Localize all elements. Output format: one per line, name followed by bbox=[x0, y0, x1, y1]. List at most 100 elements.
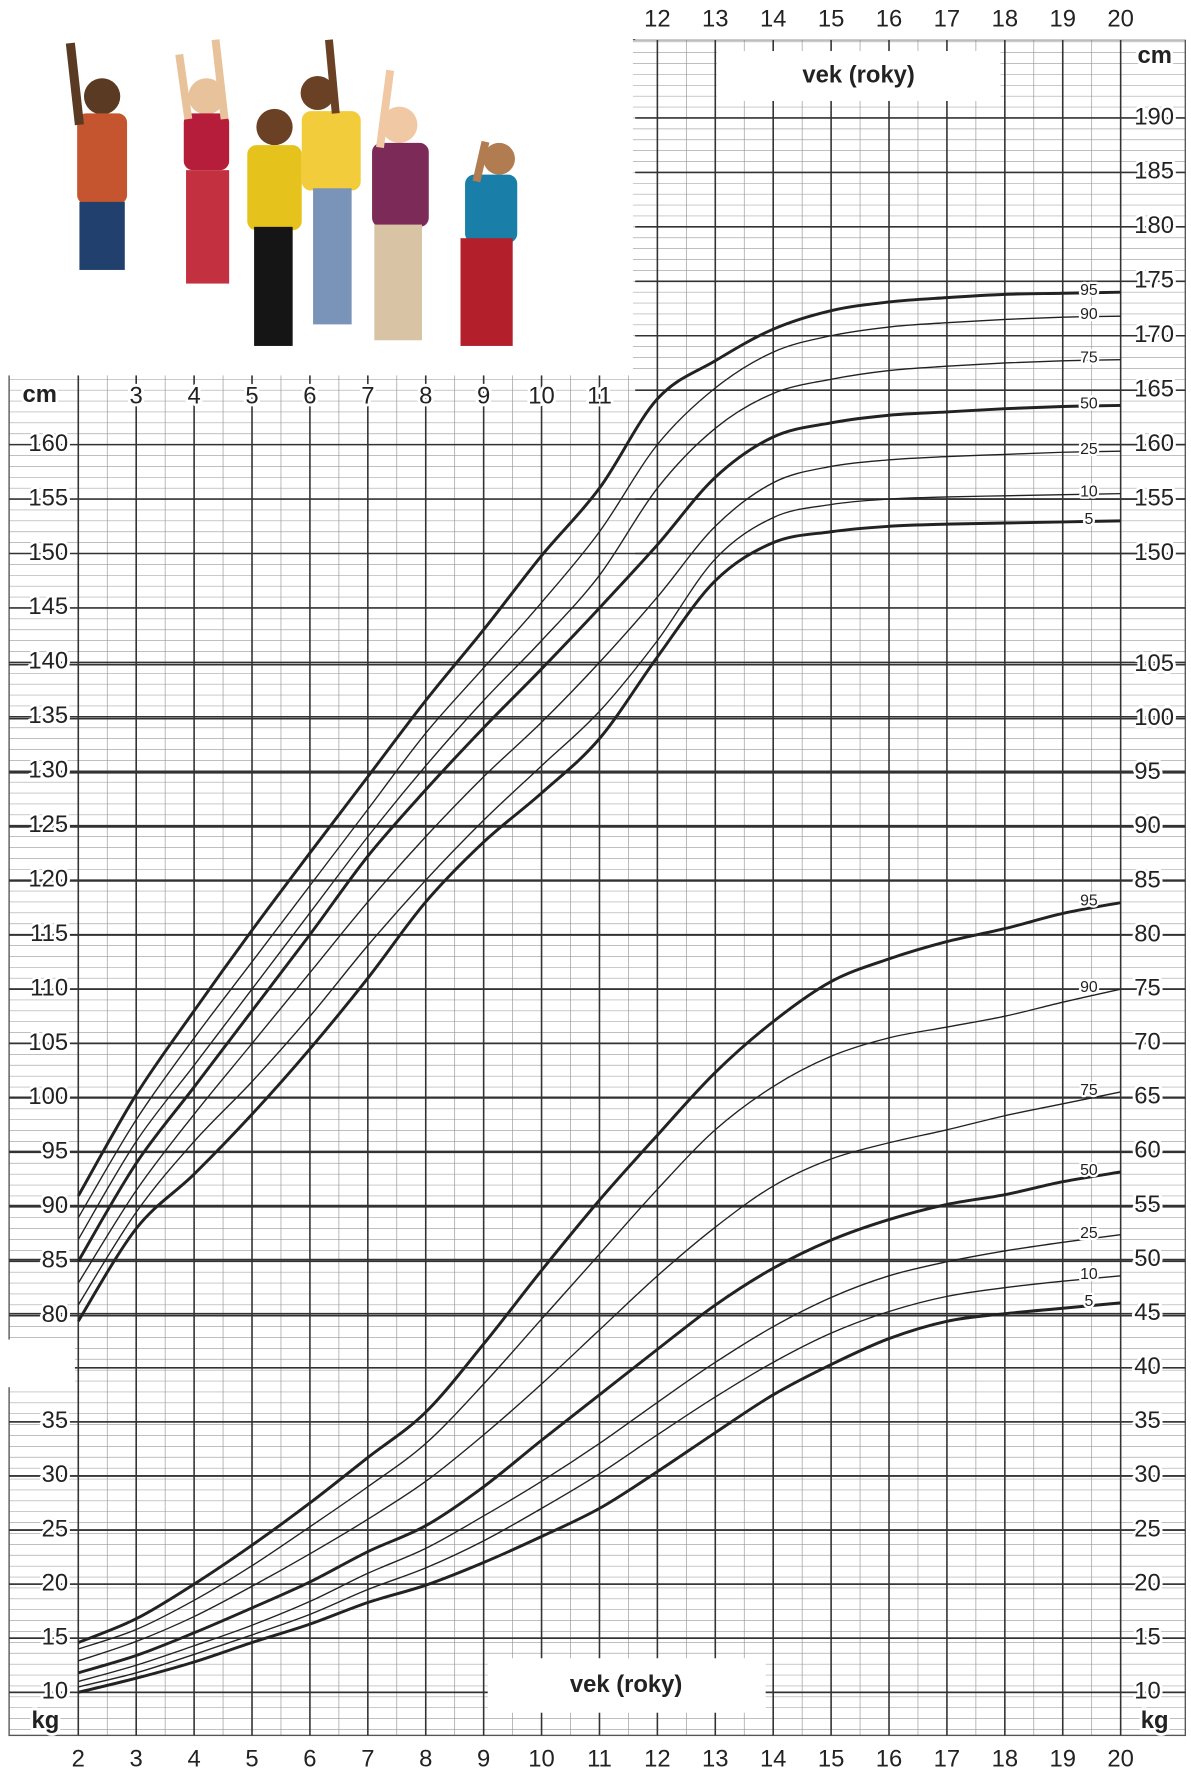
y-tick-label: 70 bbox=[1134, 1029, 1160, 1056]
child-figure bbox=[460, 140, 518, 346]
y-tick-label: 25 bbox=[1134, 1515, 1160, 1542]
y-tick-label: 180 bbox=[1134, 212, 1174, 239]
y-tick-label: 155 bbox=[1134, 484, 1174, 511]
x-tick-label: 8 bbox=[419, 1746, 432, 1771]
x-tick-label: 16 bbox=[876, 6, 902, 33]
legend-label: 90 bbox=[1080, 979, 1098, 996]
y-tick-label: 155 bbox=[28, 484, 68, 511]
y-tick-label: 30 bbox=[1134, 1461, 1160, 1488]
y-tick-label: 110 bbox=[30, 974, 68, 1001]
y-tick-label: 115 bbox=[30, 920, 68, 947]
percentile-line bbox=[78, 1234, 1121, 1683]
percentile-line bbox=[77, 519, 1121, 1322]
y-tick-label: 105 bbox=[1134, 650, 1174, 677]
axis-gap bbox=[0, 1339, 75, 1388]
y-tick-label: 45 bbox=[1134, 1299, 1160, 1326]
x-tick-label: 20 bbox=[1107, 1746, 1133, 1771]
legend-label: 95 bbox=[1080, 893, 1098, 910]
y-tick-label: 15 bbox=[1134, 1623, 1160, 1650]
percentile-line bbox=[78, 988, 1121, 1650]
y-tick-label: 160 bbox=[28, 430, 68, 457]
child-figure bbox=[247, 108, 302, 346]
x-tick-label: 3 bbox=[130, 1746, 143, 1771]
top-strip bbox=[635, 0, 1191, 40]
y-tick-label: 100 bbox=[1134, 704, 1174, 731]
y-tick-label: 170 bbox=[1134, 321, 1174, 348]
x-tick-label: 6 bbox=[303, 382, 316, 409]
y-axis-title: cm bbox=[23, 381, 57, 408]
y-tick-label: 120 bbox=[28, 865, 68, 892]
y-tick-label: 60 bbox=[1134, 1137, 1160, 1164]
x-axis-title: vek (roky) bbox=[802, 61, 914, 88]
legend-label: 75 bbox=[1080, 350, 1098, 367]
x-tick-label: 15 bbox=[818, 1746, 844, 1771]
percentile-line bbox=[77, 901, 1121, 1644]
y-tick-label: 150 bbox=[28, 539, 68, 566]
x-tick-label: 5 bbox=[245, 382, 258, 409]
legend-label: 95 bbox=[1080, 282, 1098, 299]
y-tick-label: 185 bbox=[1134, 158, 1174, 185]
y-tick-label: 85 bbox=[1134, 866, 1160, 893]
x-tick-label: 13 bbox=[702, 1746, 728, 1771]
x-tick-label: 2 bbox=[72, 1746, 85, 1771]
y-tick-label: 25 bbox=[42, 1515, 68, 1542]
child-figure bbox=[372, 69, 429, 341]
legend-label: 50 bbox=[1080, 1162, 1098, 1179]
x-tick-label: 19 bbox=[1050, 6, 1076, 33]
x-tick-label: 7 bbox=[361, 1746, 374, 1771]
x-tick-label: 4 bbox=[187, 382, 200, 409]
y-tick-label: 55 bbox=[1134, 1191, 1160, 1218]
x-tick-label: 12 bbox=[644, 6, 670, 33]
x-tick-label: 14 bbox=[760, 1746, 786, 1771]
y-tick-label: 190 bbox=[1134, 103, 1174, 130]
x-tick-label: 3 bbox=[130, 382, 143, 409]
y-tick-label: 15 bbox=[42, 1623, 68, 1650]
legend-label: 5 bbox=[1084, 1293, 1093, 1310]
x-tick-label: 8 bbox=[419, 382, 432, 409]
y-tick-label: 80 bbox=[1134, 920, 1160, 947]
y-tick-label: 30 bbox=[42, 1461, 68, 1488]
legend-label: 75 bbox=[1080, 1082, 1098, 1099]
y-tick-label: 35 bbox=[1134, 1407, 1160, 1434]
y-tick-label: 125 bbox=[28, 811, 68, 838]
y-tick-label: 35 bbox=[42, 1407, 68, 1434]
y-tick-label: 40 bbox=[1134, 1353, 1160, 1380]
percentile-line bbox=[78, 1091, 1121, 1662]
y-axis-title: cm bbox=[1137, 42, 1171, 69]
y-tick-label: 10 bbox=[42, 1678, 68, 1705]
curves bbox=[77, 290, 1121, 1694]
x-tick-label: 9 bbox=[477, 382, 490, 409]
y-tick-label: 165 bbox=[1134, 375, 1174, 402]
percentile-line bbox=[77, 359, 1121, 1240]
x-tick-label: 4 bbox=[187, 1746, 200, 1771]
label-box bbox=[487, 1658, 766, 1713]
y-tick-label: 160 bbox=[1134, 430, 1174, 457]
y-tick-label: 130 bbox=[28, 757, 68, 784]
child-figure bbox=[300, 39, 361, 325]
y-tick-label: 95 bbox=[1134, 758, 1160, 785]
x-tick-label: 19 bbox=[1050, 1746, 1076, 1771]
percentile-line bbox=[77, 1301, 1121, 1694]
child-figure bbox=[65, 42, 128, 270]
percentile-line bbox=[77, 403, 1121, 1263]
x-tick-label: 13 bbox=[702, 6, 728, 33]
y-tick-label: 90 bbox=[1134, 812, 1160, 839]
y-tick-label: 150 bbox=[1134, 539, 1174, 566]
legend-label: 25 bbox=[1080, 441, 1098, 458]
y-tick-label: 95 bbox=[42, 1138, 68, 1165]
child-figure bbox=[175, 39, 230, 284]
legend-label: 5 bbox=[1084, 511, 1093, 528]
y-tick-label: 75 bbox=[1134, 974, 1160, 1001]
y-tick-label: 20 bbox=[42, 1569, 68, 1596]
x-tick-label: 18 bbox=[992, 6, 1018, 33]
x-tick-label: 12 bbox=[644, 1746, 670, 1771]
label-box bbox=[716, 51, 1001, 101]
legend-label: 90 bbox=[1080, 306, 1098, 323]
y2-axis-title: kg bbox=[1141, 1707, 1169, 1734]
x-tick-label: 20 bbox=[1107, 6, 1133, 33]
percentile-line bbox=[77, 315, 1121, 1219]
x-tick-label: 17 bbox=[934, 1746, 960, 1771]
legend-label: 10 bbox=[1080, 484, 1098, 501]
legend-label: 50 bbox=[1080, 395, 1098, 412]
